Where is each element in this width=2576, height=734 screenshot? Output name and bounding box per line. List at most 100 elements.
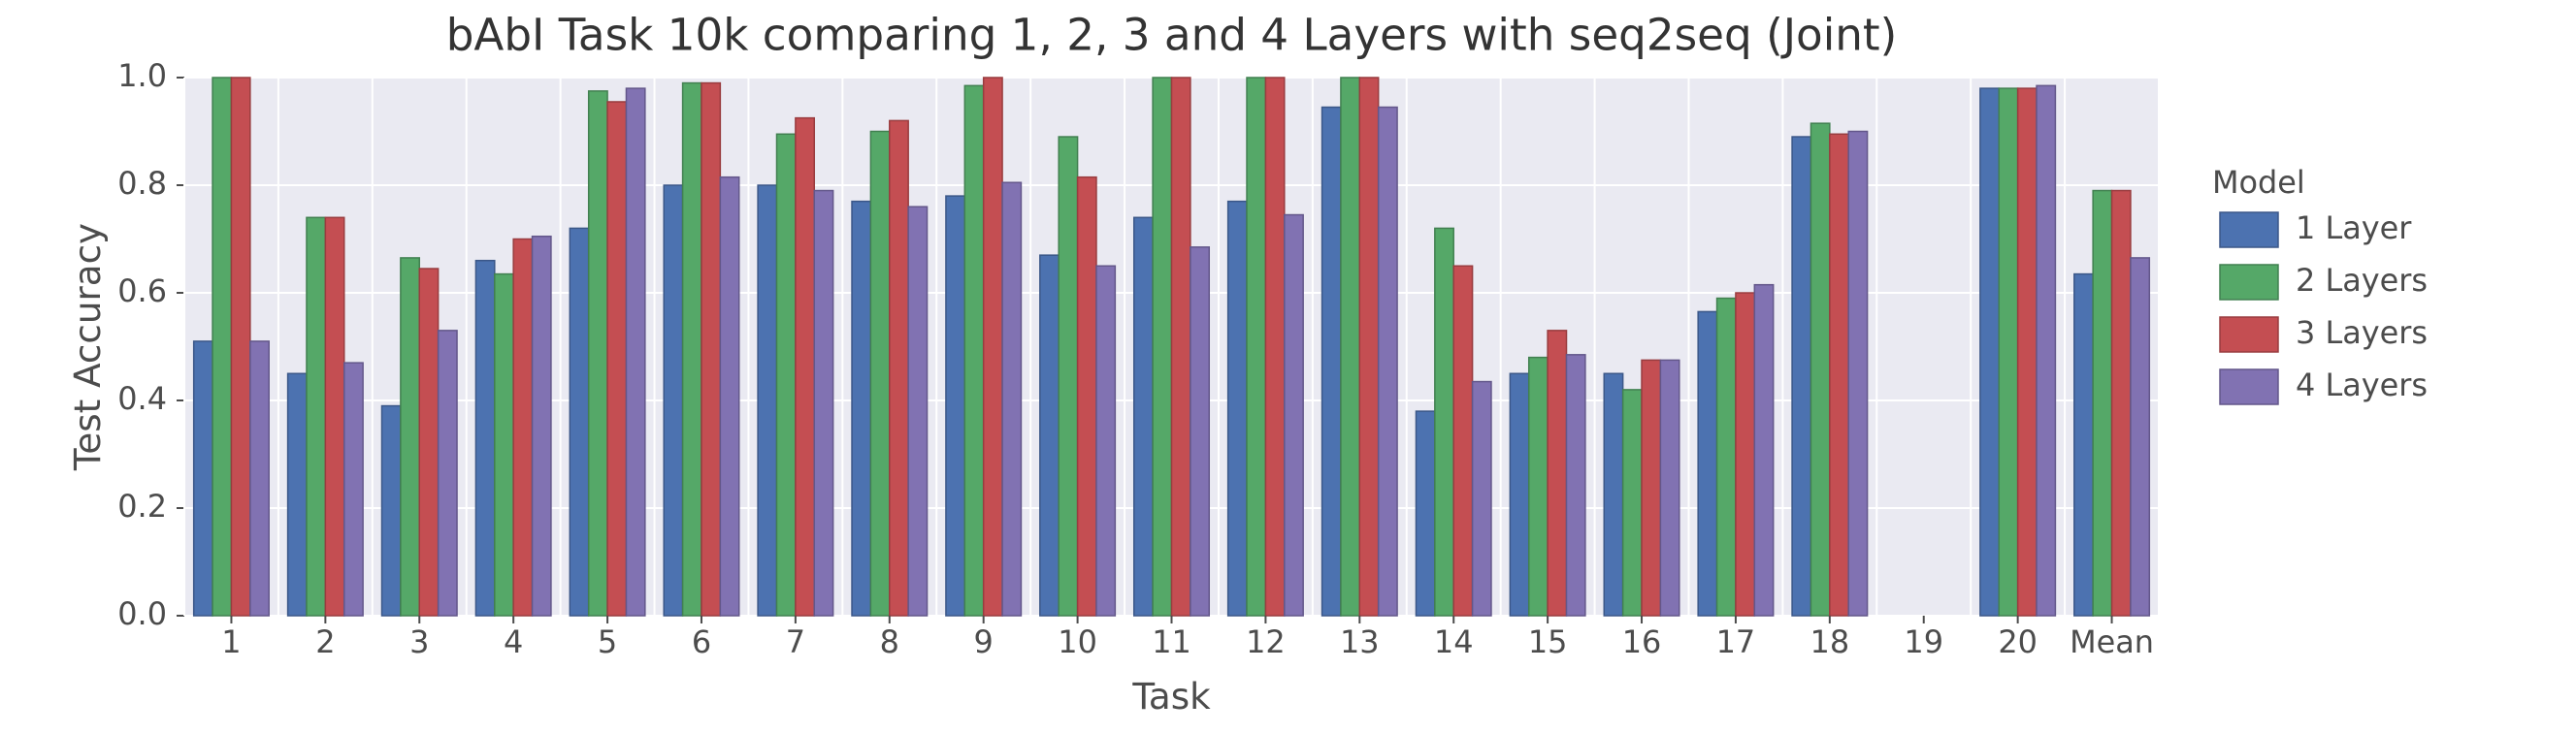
y-tick-label: 0.4 xyxy=(117,380,167,417)
bar xyxy=(1190,247,1209,616)
bar xyxy=(475,261,494,616)
y-tick-label: 1.0 xyxy=(117,57,167,94)
bar xyxy=(2037,85,2055,616)
bar xyxy=(1059,137,1077,616)
bar xyxy=(1078,177,1096,616)
bar xyxy=(796,118,814,616)
bar xyxy=(984,78,1002,616)
y-axis-label: Test Accuracy xyxy=(66,223,109,471)
legend-swatch xyxy=(2220,317,2278,352)
x-tick-label: 7 xyxy=(786,623,805,660)
bar xyxy=(1172,78,1190,616)
bar xyxy=(2131,258,2149,616)
bar xyxy=(946,196,964,616)
bar xyxy=(1792,137,1810,616)
x-tick-label: Mean xyxy=(2070,623,2154,660)
bar xyxy=(2112,191,2131,616)
x-axis-label: Task xyxy=(1131,675,1211,718)
bar xyxy=(382,406,401,616)
bar xyxy=(1980,88,1999,616)
bar xyxy=(288,373,307,616)
x-tick-label: 19 xyxy=(1904,623,1943,660)
bar xyxy=(1453,266,1472,616)
bar xyxy=(890,120,908,616)
bar xyxy=(1341,78,1359,616)
x-tick-label: 15 xyxy=(1528,623,1568,660)
bar xyxy=(870,132,889,617)
bar xyxy=(683,83,701,616)
bar xyxy=(344,363,363,616)
bar xyxy=(908,207,927,616)
x-tick-label: 13 xyxy=(1340,623,1380,660)
bar xyxy=(607,102,626,616)
x-tick-label: 2 xyxy=(315,623,335,660)
bar xyxy=(533,237,551,616)
bar xyxy=(1810,123,1829,616)
bar xyxy=(1040,255,1059,616)
bar xyxy=(1623,390,1642,616)
bar xyxy=(1830,134,1848,616)
bar xyxy=(2093,191,2111,616)
y-tick-label: 0.8 xyxy=(117,165,167,202)
bar xyxy=(1473,382,1491,616)
y-tick-label: 0.0 xyxy=(117,595,167,632)
chart-container: 0.00.20.40.60.81.01234567891011121314151… xyxy=(0,0,2576,730)
legend-swatch xyxy=(2220,265,2278,300)
x-tick-label: 18 xyxy=(1810,623,1850,660)
x-tick-label: 3 xyxy=(409,623,429,660)
bar xyxy=(1736,293,1754,616)
bar xyxy=(1567,355,1585,616)
bar xyxy=(758,185,776,616)
bar xyxy=(1604,373,1622,616)
bar xyxy=(1999,88,2017,616)
x-tick-label: 5 xyxy=(598,623,617,660)
bar xyxy=(419,269,438,616)
legend-label: 2 Layers xyxy=(2296,262,2428,299)
bar xyxy=(1698,311,1716,616)
bar xyxy=(513,239,532,617)
x-tick-label: 9 xyxy=(974,623,994,660)
bar xyxy=(1265,78,1284,616)
bar xyxy=(964,85,983,616)
bar xyxy=(626,88,644,616)
bar xyxy=(1285,215,1303,616)
x-tick-label: 1 xyxy=(221,623,241,660)
bar xyxy=(495,274,513,616)
bar xyxy=(1153,78,1171,616)
bar xyxy=(1660,360,1679,616)
y-tick-label: 0.2 xyxy=(117,488,167,525)
bar xyxy=(2018,88,2037,616)
bar xyxy=(307,217,325,616)
bar xyxy=(570,228,588,616)
legend-title: Model xyxy=(2212,164,2305,201)
bar xyxy=(194,341,212,616)
x-tick-label: 20 xyxy=(1998,623,2038,660)
bar xyxy=(1002,182,1021,616)
bar xyxy=(1754,285,1773,616)
chart-svg: 0.00.20.40.60.81.01234567891011121314151… xyxy=(0,0,2576,730)
x-tick-label: 17 xyxy=(1716,623,1756,660)
x-tick-label: 14 xyxy=(1434,623,1474,660)
y-tick-label: 0.6 xyxy=(117,272,167,309)
x-tick-label: 16 xyxy=(1622,623,1662,660)
bar xyxy=(1247,78,1265,616)
bar xyxy=(814,191,832,616)
legend-label: 1 Layer xyxy=(2296,209,2412,246)
bar xyxy=(1359,78,1378,616)
x-tick-label: 10 xyxy=(1058,623,1097,660)
bar xyxy=(852,202,870,616)
bar xyxy=(439,331,457,616)
bar xyxy=(1529,358,1548,616)
bar xyxy=(231,78,249,616)
bar xyxy=(701,83,720,616)
bar xyxy=(212,78,231,616)
bar xyxy=(1510,373,1528,616)
x-tick-label: 6 xyxy=(692,623,711,660)
bar xyxy=(250,341,269,616)
bar xyxy=(1848,132,1867,617)
legend-label: 4 Layers xyxy=(2296,367,2428,403)
bar xyxy=(1435,228,1453,616)
bar xyxy=(1322,108,1341,616)
bar xyxy=(1717,299,1736,616)
bar xyxy=(1096,266,1115,616)
